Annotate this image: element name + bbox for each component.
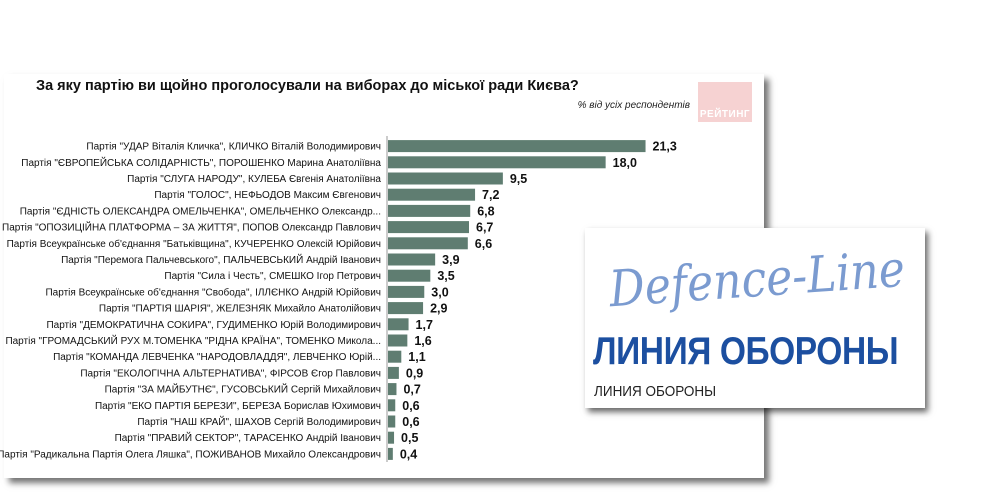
defence-line-watermark: Defence-Line ЛИНИЯ ОБОРОНЫ ЛИНИЯ ОБОРОНЫ — [585, 228, 925, 408]
bar — [388, 431, 395, 444]
bar — [388, 140, 646, 153]
category-label: Партія "ПРАВИЙ СЕКТОР", ТАРАСЕНКО Андрій… — [115, 431, 381, 444]
bar-value-label: 0,9 — [406, 366, 423, 380]
bar-value-label: 2,9 — [430, 302, 447, 316]
bar — [388, 156, 606, 169]
bar-value-label: 1,6 — [414, 334, 431, 348]
bar-value-label: 3,0 — [431, 285, 448, 299]
rating-logo: РЕЙТИНГ — [698, 82, 752, 122]
category-label: Партія "КОМАНДА ЛЕВЧЕНКА "НАРОДОВЛАДДЯ",… — [53, 352, 381, 363]
category-label: Партія Всеукраїнське об'єднання "Свобода… — [45, 286, 381, 298]
bar-value-label: 0,7 — [403, 383, 420, 397]
bar — [388, 399, 396, 412]
defence-line-script-text: Defence-Line — [606, 240, 906, 319]
bar — [388, 285, 425, 298]
bar-value-label: 21,3 — [653, 140, 677, 154]
watermark-title: ЛИНИЯ ОБОРОНЫ — [593, 330, 899, 373]
bar — [388, 172, 503, 185]
bar-value-label: 9,5 — [510, 172, 527, 186]
bar-value-label: 0,6 — [402, 415, 419, 429]
category-label: Партія "ЕКО ПАРТІЯ БЕРЕЗИ", БЕРЕЗА Борис… — [95, 401, 381, 412]
defence-line-script-logo: Defence-Line — [606, 240, 906, 319]
bar-value-label: 6,7 — [476, 221, 493, 235]
bar-value-label: 18,0 — [613, 156, 637, 170]
bar-value-label: 1,1 — [408, 350, 425, 364]
bar — [388, 237, 468, 250]
bar — [388, 188, 476, 201]
bar — [388, 302, 424, 315]
category-label: Партія "ГОЛОС", НЕФЬОДОВ Максим Євгенови… — [154, 190, 381, 201]
watermark-subtitle: ЛИНИЯ ОБОРОНЫ — [594, 383, 717, 400]
bar-value-label: 3,5 — [437, 269, 454, 283]
category-label: Партія "ПАРТІЯ ШАРІЯ", ЖЕЛЕЗНЯК Михайло … — [99, 304, 381, 315]
bar-value-label: 6,6 — [475, 237, 492, 251]
category-label: Партія "ГРОМАДСЬКИЙ РУХ М.ТОМЕНКА "РІДНА… — [5, 334, 381, 347]
category-label: Партія "НАШ КРАЙ", ШАХОВ Сергій Володими… — [137, 415, 381, 428]
bar-value-label: 7,2 — [482, 188, 499, 202]
category-label: Партія "ОПОЗИЦІЙНА ПЛАТФОРМА – ЗА ЖИТТЯ"… — [2, 221, 381, 234]
bar — [388, 350, 402, 363]
rating-logo-text: РЕЙТИНГ — [699, 109, 751, 120]
bar — [388, 221, 470, 234]
bar — [388, 447, 393, 460]
category-label: Партія "ЄВРОПЕЙСЬКА СОЛІДАРНІСТЬ", ПОРОШ… — [21, 156, 381, 169]
category-label: Партія "Перемога Пальчевського", ПАЛЬЧЕВ… — [61, 253, 381, 266]
bar-value-label: 0,4 — [400, 447, 417, 461]
category-label: Партія Всеукраїнське об'єднання "Батьків… — [7, 238, 381, 250]
bar — [388, 334, 408, 347]
bar-value-label: 0,5 — [401, 431, 418, 445]
bar — [388, 204, 471, 217]
bar-value-label: 6,8 — [477, 204, 494, 218]
bar — [388, 253, 436, 266]
bar — [388, 383, 397, 396]
bar-value-label: 0,6 — [402, 399, 419, 413]
category-label: Партія "ЗА МАЙБУТНЄ", ГУСОВСЬКИЙ Сергій … — [105, 383, 381, 396]
chart-title: За яку партію ви щойно проголосували на … — [36, 78, 579, 94]
category-label: Партія "Сила і Честь", СМЕШКО Ігор Петро… — [164, 271, 381, 282]
bar — [388, 415, 396, 428]
chart-subtitle: % від усіх респондентів — [577, 100, 690, 111]
category-label: Партія "ЄДНІСТЬ ОЛЕКСАНДРА ОМЕЛЬЧЕНКА", … — [20, 206, 381, 217]
bar — [388, 318, 409, 331]
category-label: Партія "УДАР Віталія Кличка", КЛИЧКО Віт… — [86, 142, 381, 153]
category-label: Партія "СЛУГА НАРОДУ", КУЛЕБА Євгенія Ан… — [127, 174, 381, 185]
category-label: Партія "ЕКОЛОГІЧНА АЛЬТЕРНАТИВА", ФІРСОВ… — [80, 368, 381, 379]
category-label: Партія "Радикальна Партія Олега Ляшка", … — [0, 449, 381, 460]
bar — [388, 366, 399, 379]
bar-value-label: 3,9 — [442, 253, 459, 267]
bar — [388, 269, 431, 282]
bar-value-label: 1,7 — [416, 318, 433, 332]
category-label: Партія "ДЕМОКРАТИЧНА СОКИРА", ГУДИМЕНКО … — [46, 320, 381, 331]
